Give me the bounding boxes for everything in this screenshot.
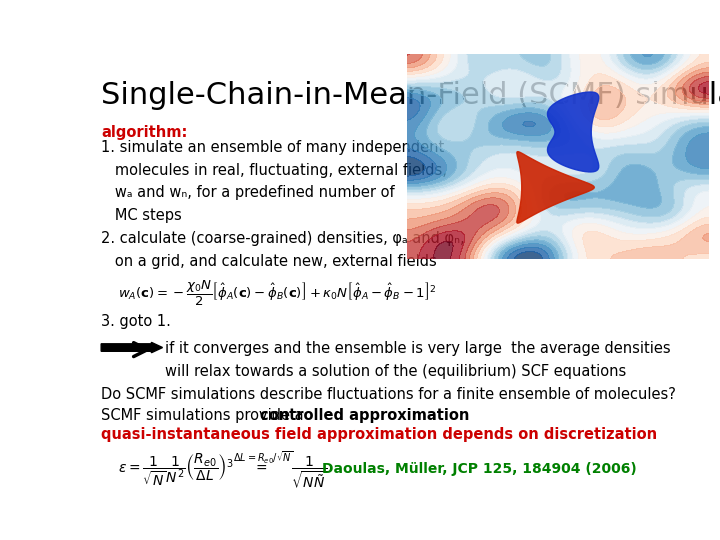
- Text: SCMF simulations provide a: SCMF simulations provide a: [101, 408, 308, 423]
- Text: MC steps: MC steps: [101, 208, 182, 223]
- Text: $\varepsilon = \dfrac{1}{\sqrt{N}}\dfrac{1}{N^2}\left(\dfrac{R_{e0}}{\Delta L}\r: $\varepsilon = \dfrac{1}{\sqrt{N}}\dfrac…: [118, 449, 327, 490]
- Text: algorithm:: algorithm:: [101, 125, 187, 140]
- Polygon shape: [517, 152, 594, 223]
- Text: quasi-instantaneous field approximation depends on discretization: quasi-instantaneous field approximation …: [101, 427, 657, 442]
- Text: 3. goto 1.: 3. goto 1.: [101, 314, 171, 329]
- Polygon shape: [547, 92, 599, 172]
- Text: if it converges and the ensemble is very large  the average densities: if it converges and the ensemble is very…: [166, 341, 671, 356]
- Text: 1. simulate an ensemble of many independent: 1. simulate an ensemble of many independ…: [101, 140, 444, 154]
- Text: Do SCMF simulations describe fluctuations for a finite ensemble of molecules?: Do SCMF simulations describe fluctuation…: [101, 387, 676, 402]
- Text: will relax towards a solution of the (equilibrium) SCF equations: will relax towards a solution of the (eq…: [166, 364, 626, 379]
- Text: $w_A(\mathbf{c}) = -\dfrac{\chi_0 N}{2}\left[\hat{\phi}_A(\mathbf{c})-\hat{\phi}: $w_A(\mathbf{c}) = -\dfrac{\chi_0 N}{2}\…: [118, 279, 436, 308]
- Text: controlled approximation: controlled approximation: [260, 408, 469, 423]
- Text: wₐ and wₙ, for a predefined number of: wₐ and wₙ, for a predefined number of: [101, 185, 395, 200]
- FancyArrow shape: [101, 342, 163, 353]
- Text: molecules in real, fluctuating, external fields,: molecules in real, fluctuating, external…: [101, 163, 447, 178]
- Text: on a grid, and calculate new, external fields: on a grid, and calculate new, external f…: [101, 254, 437, 269]
- Text: 2. calculate (coarse-grained) densities, φₐ and φₙ,: 2. calculate (coarse-grained) densities,…: [101, 231, 465, 246]
- Text: Daoulas, Müller, JCP 125, 184904 (2006): Daoulas, Müller, JCP 125, 184904 (2006): [322, 462, 637, 476]
- Text: Single-Chain-in-Mean-Field (SCMF) simulations: Single-Chain-in-Mean-Field (SCMF) simula…: [101, 82, 720, 111]
